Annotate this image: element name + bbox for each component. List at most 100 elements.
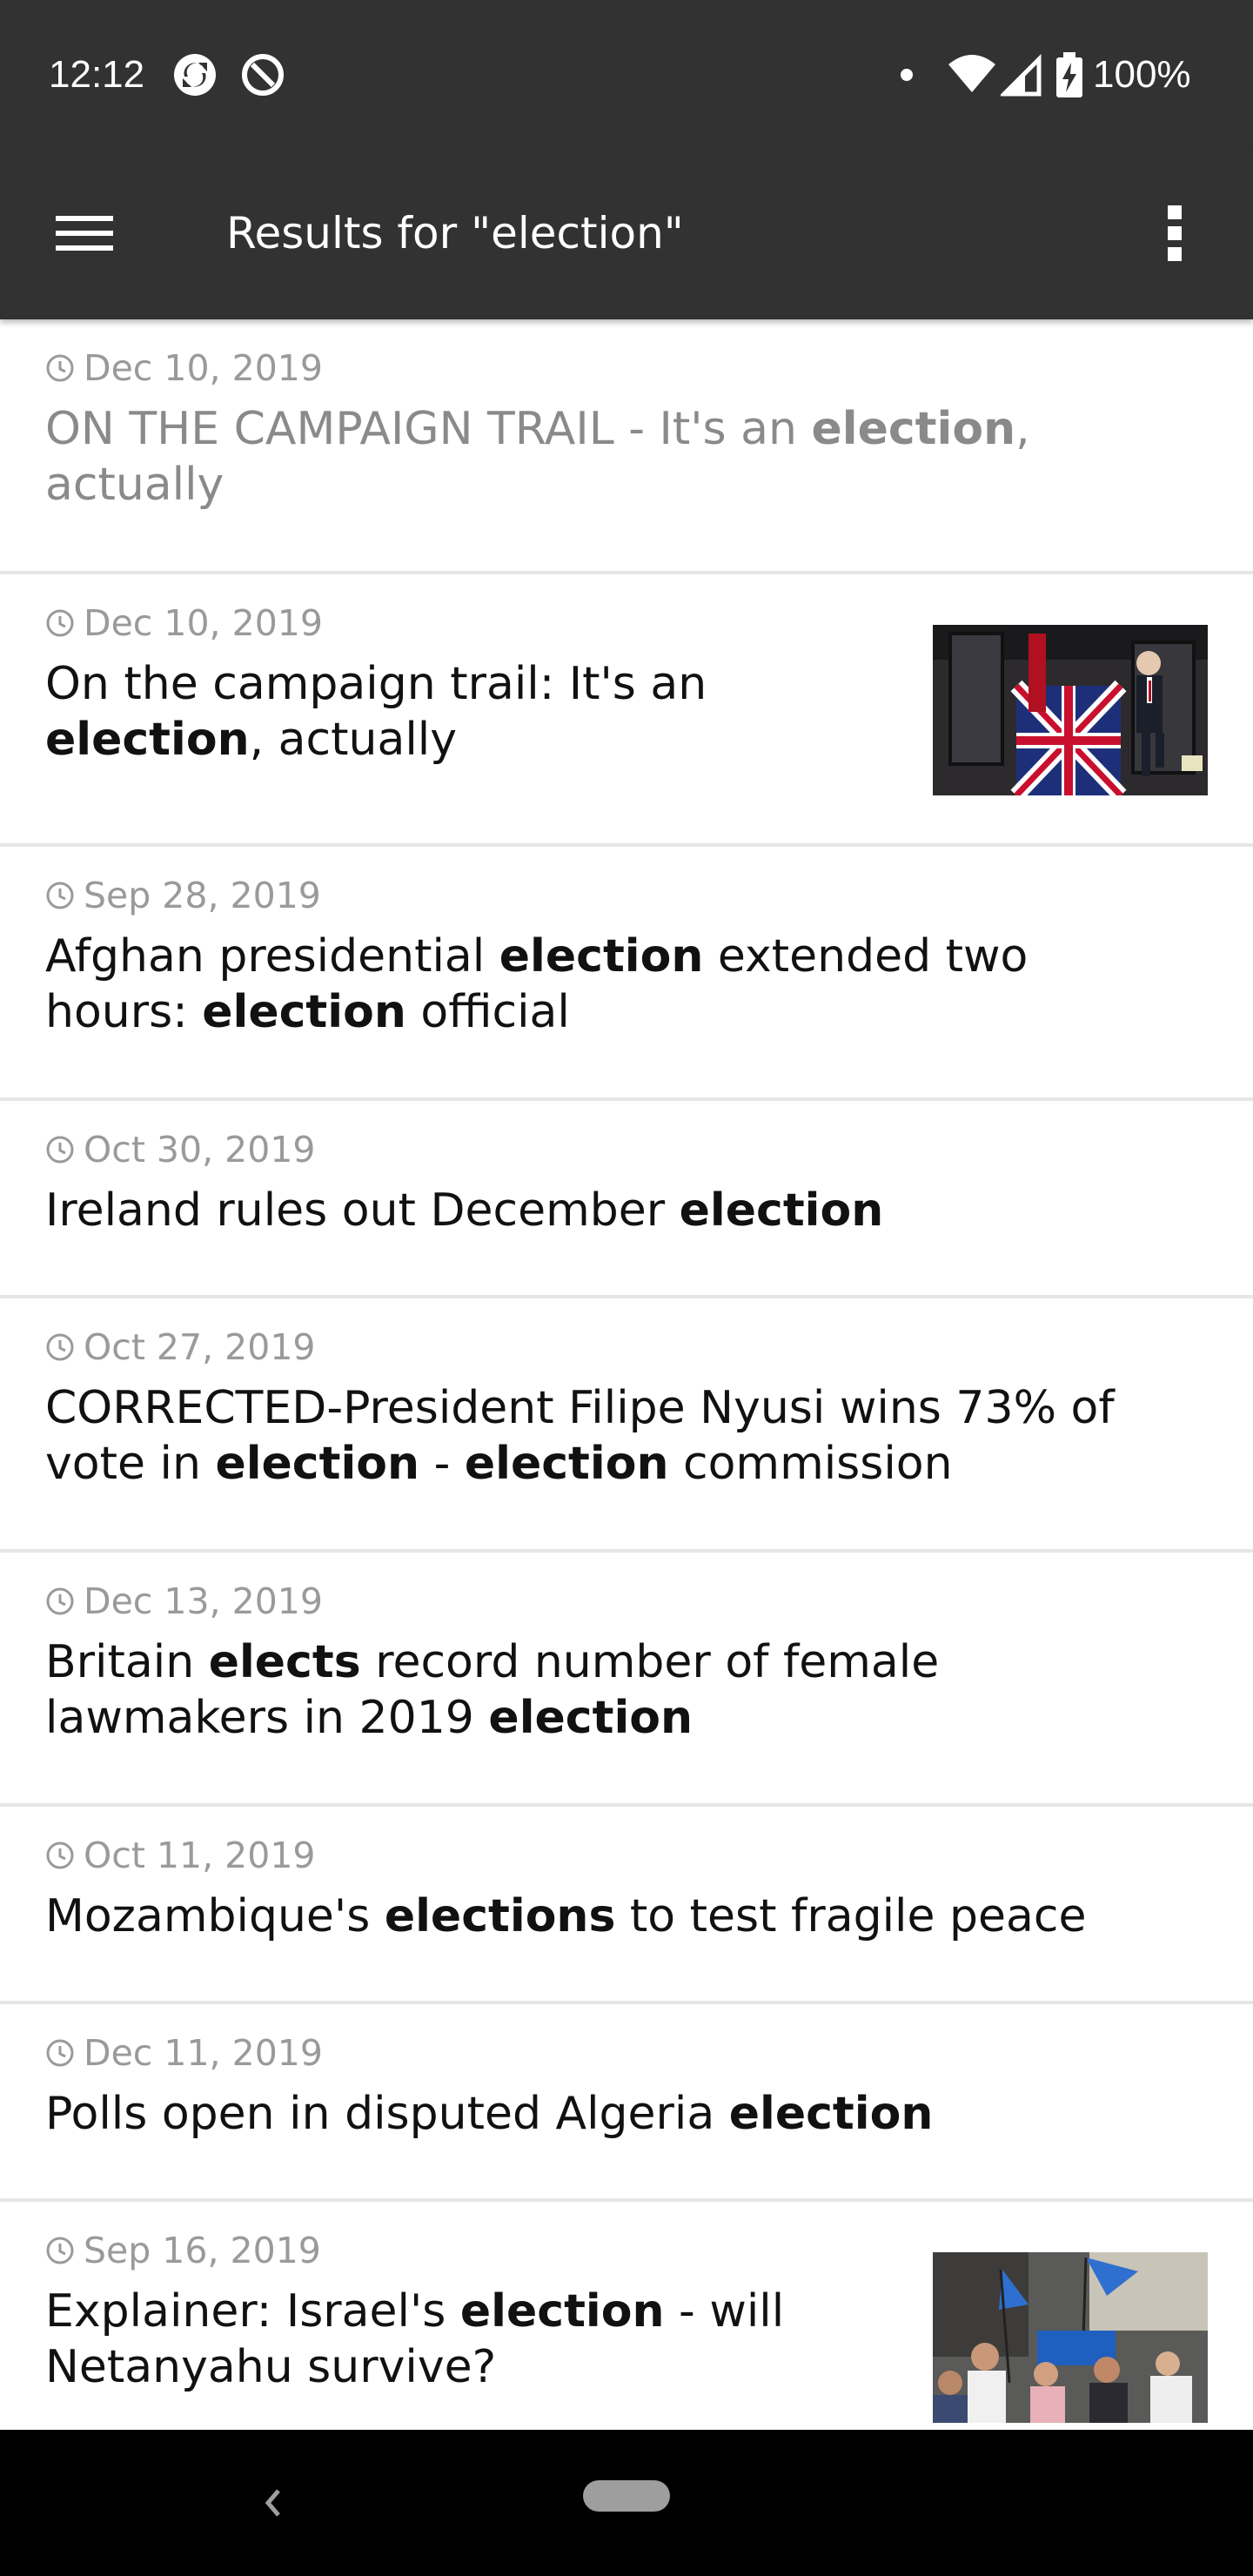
israel-rally-photo-icon	[933, 2252, 1208, 2423]
title-highlight: election	[215, 1438, 420, 1490]
item-date-text: Dec 10, 2019	[84, 602, 323, 644]
item-date-text: Dec 10, 2019	[84, 347, 323, 389]
title-segment: ,	[1015, 403, 1030, 455]
title-highlight: election	[464, 1438, 669, 1490]
list-item[interactable]: Sep 16, 2019 Explainer: Israel's electio…	[0, 2202, 1253, 2430]
item-title: Mozambique's elections to test fragile p…	[45, 1888, 1086, 1944]
title-segment: actually	[45, 459, 224, 511]
battery-level: 100%	[1093, 53, 1191, 96]
list-item[interactable]: Sep 28, 2019 Afghan presidential electio…	[0, 847, 1253, 1101]
item-title: On the campaign trail: It's an election,…	[45, 656, 707, 768]
title-segment: hours:	[45, 986, 203, 1038]
item-date: Sep 16, 2019	[45, 2228, 321, 2273]
title-segment: ON THE CAMPAIGN TRAIL - It's an	[45, 403, 812, 455]
title-highlight: election	[45, 714, 250, 766]
item-date-text: Oct 11, 2019	[84, 1835, 316, 1876]
title-highlight: election	[728, 2088, 934, 2140]
title-segment: extended two	[703, 930, 1029, 983]
item-date: Dec 11, 2019	[45, 2030, 323, 2076]
hamburger-menu-icon[interactable]	[35, 191, 118, 275]
title-segment: - will	[664, 2285, 785, 2338]
title-highlight: elections	[384, 1890, 616, 1942]
title-segment: vote in	[45, 1438, 216, 1490]
system-navigation-bar	[0, 2430, 1253, 2576]
wifi-icon	[948, 55, 995, 92]
home-pill-button[interactable]	[583, 2480, 670, 2512]
article-thumbnail	[933, 625, 1208, 795]
item-date-text: Oct 27, 2019	[84, 1326, 316, 1368]
title-segment: Mozambique's	[45, 1890, 385, 1942]
item-title: Ireland rules out December election	[45, 1183, 883, 1238]
title-highlight: election	[202, 986, 406, 1038]
clock-icon	[46, 1841, 74, 1869]
title-segment: commission	[668, 1438, 953, 1490]
at-sign-icon	[242, 54, 284, 96]
title-segment: -	[419, 1438, 465, 1490]
item-date: Oct 30, 2019	[45, 1127, 316, 1172]
title-highlight: election	[488, 1692, 694, 1744]
item-date-text: Dec 11, 2019	[84, 2032, 323, 2074]
list-item[interactable]: Oct 27, 2019 CORRECTED-President Filipe …	[0, 1298, 1253, 1553]
clock-icon	[46, 354, 74, 382]
page-title: Results for "election"	[226, 208, 684, 258]
title-segment: lawmakers in 2019	[45, 1692, 489, 1744]
results-list: Dec 10, 2019 ON THE CAMPAIGN TRAIL - It'…	[0, 319, 1253, 2430]
list-item[interactable]: Dec 11, 2019 Polls open in disputed Alge…	[0, 2004, 1253, 2202]
item-title: Britain elects record number of female l…	[45, 1634, 939, 1746]
signal-icon	[1001, 53, 1042, 97]
item-date-text: Sep 16, 2019	[84, 2230, 321, 2271]
item-date: Oct 11, 2019	[45, 1833, 316, 1878]
title-highlight: election	[459, 2285, 665, 2338]
title-segment: Britain	[45, 1636, 209, 1688]
list-item[interactable]: Oct 30, 2019 Ireland rules out December …	[0, 1101, 1253, 1298]
title-segment: Afghan presidential	[45, 930, 499, 983]
item-title: Polls open in disputed Algeria election	[45, 2086, 933, 2142]
list-item[interactable]: Dec 13, 2019 Britain elects record numbe…	[0, 1553, 1253, 1807]
title-segment: official	[405, 986, 570, 1038]
title-highlight: election	[499, 930, 704, 983]
item-date: Sep 28, 2019	[45, 873, 321, 918]
app-toolbar: Results for "election"	[0, 148, 1253, 319]
item-date: Oct 27, 2019	[45, 1325, 316, 1370]
title-highlight: elects	[208, 1636, 361, 1688]
clock-icon	[46, 1136, 74, 1164]
clock-icon	[46, 1587, 74, 1615]
clock-icon	[46, 882, 74, 909]
item-date-text: Sep 28, 2019	[84, 875, 321, 916]
article-thumbnail	[933, 2252, 1208, 2423]
clock-icon	[46, 2237, 74, 2264]
notification-dot-icon	[901, 69, 913, 81]
item-title: Afghan presidential election extended tw…	[45, 929, 1028, 1040]
title-segment: On the campaign trail: It's an	[45, 658, 707, 710]
item-date: Dec 13, 2019	[45, 1579, 323, 1624]
title-highlight: election	[811, 403, 1016, 455]
item-date: Dec 10, 2019	[45, 600, 323, 646]
campaign-trail-photo-icon	[933, 625, 1208, 795]
list-item[interactable]: Dec 10, 2019 ON THE CAMPAIGN TRAIL - It'…	[0, 319, 1253, 574]
sync-icon	[174, 54, 216, 96]
title-segment: record number of female	[360, 1636, 940, 1688]
clock-icon	[46, 2039, 74, 2067]
list-item[interactable]: Oct 11, 2019 Mozambique's elections to t…	[0, 1807, 1253, 2004]
item-date: Dec 10, 2019	[45, 345, 323, 391]
item-title: ON THE CAMPAIGN TRAIL - It's an election…	[45, 401, 1030, 513]
title-segment: , actually	[249, 714, 458, 766]
clock-icon	[46, 1333, 74, 1361]
title-segment: CORRECTED-President Filipe Nyusi wins 73…	[45, 1382, 1115, 1434]
item-date-text: Dec 13, 2019	[84, 1580, 323, 1622]
list-item[interactable]: Dec 10, 2019 On the campaign trail: It's…	[0, 574, 1253, 847]
title-highlight: election	[679, 1184, 884, 1237]
overflow-menu-icon[interactable]	[1131, 191, 1215, 275]
back-chevron-icon[interactable]	[244, 2468, 299, 2538]
status-time: 12:12	[49, 53, 145, 96]
title-segment: Ireland rules out December	[45, 1184, 680, 1237]
title-segment: Explainer: Israel's	[45, 2285, 460, 2338]
title-segment: Polls open in disputed Algeria	[45, 2088, 729, 2140]
title-segment: to test fragile peace	[615, 1890, 1087, 1942]
clock-icon	[46, 609, 74, 637]
status-bar: 12:12 100%	[0, 0, 1253, 148]
item-title: CORRECTED-President Filipe Nyusi wins 73…	[45, 1380, 1115, 1492]
item-title: Explainer: Israel's election - will Neta…	[45, 2284, 784, 2395]
battery-charging-icon	[1056, 52, 1082, 97]
item-date-text: Oct 30, 2019	[84, 1129, 316, 1171]
